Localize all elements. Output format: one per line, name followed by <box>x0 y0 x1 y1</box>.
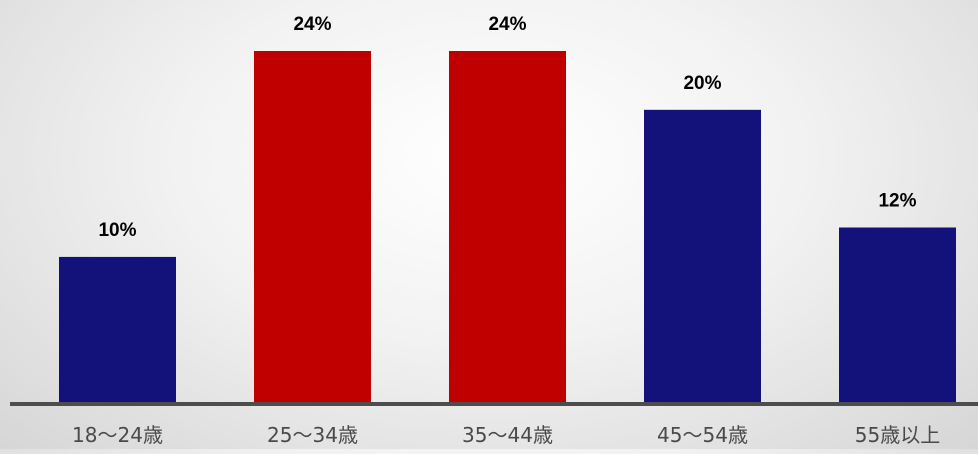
bar-1 <box>59 256 176 404</box>
data-label-5: 12% <box>878 191 916 212</box>
data-label-3: 24% <box>488 14 526 35</box>
x-tick-labels: 18〜24歳 25〜34歳 35〜44歳 45〜54歳 55歳以上 <box>72 423 940 447</box>
value-labels-layer: 10% 24% 24% 20% 12% <box>98 14 916 241</box>
bars-layer <box>59 51 956 404</box>
data-label-1: 10% <box>98 220 136 241</box>
x-tick-label-2: 25〜34歳 <box>267 423 358 447</box>
x-tick-label-5: 55歳以上 <box>855 423 940 447</box>
x-tick-label-4: 45〜54歳 <box>657 423 748 447</box>
x-tick-label-1: 18〜24歳 <box>72 423 163 447</box>
bar-4 <box>644 109 761 404</box>
bar-2 <box>254 51 371 404</box>
bar-3 <box>449 51 566 404</box>
data-label-2: 24% <box>293 14 331 35</box>
bar-5 <box>839 227 956 404</box>
x-tick-label-3: 35〜44歳 <box>462 423 553 447</box>
data-label-4: 20% <box>683 73 721 94</box>
